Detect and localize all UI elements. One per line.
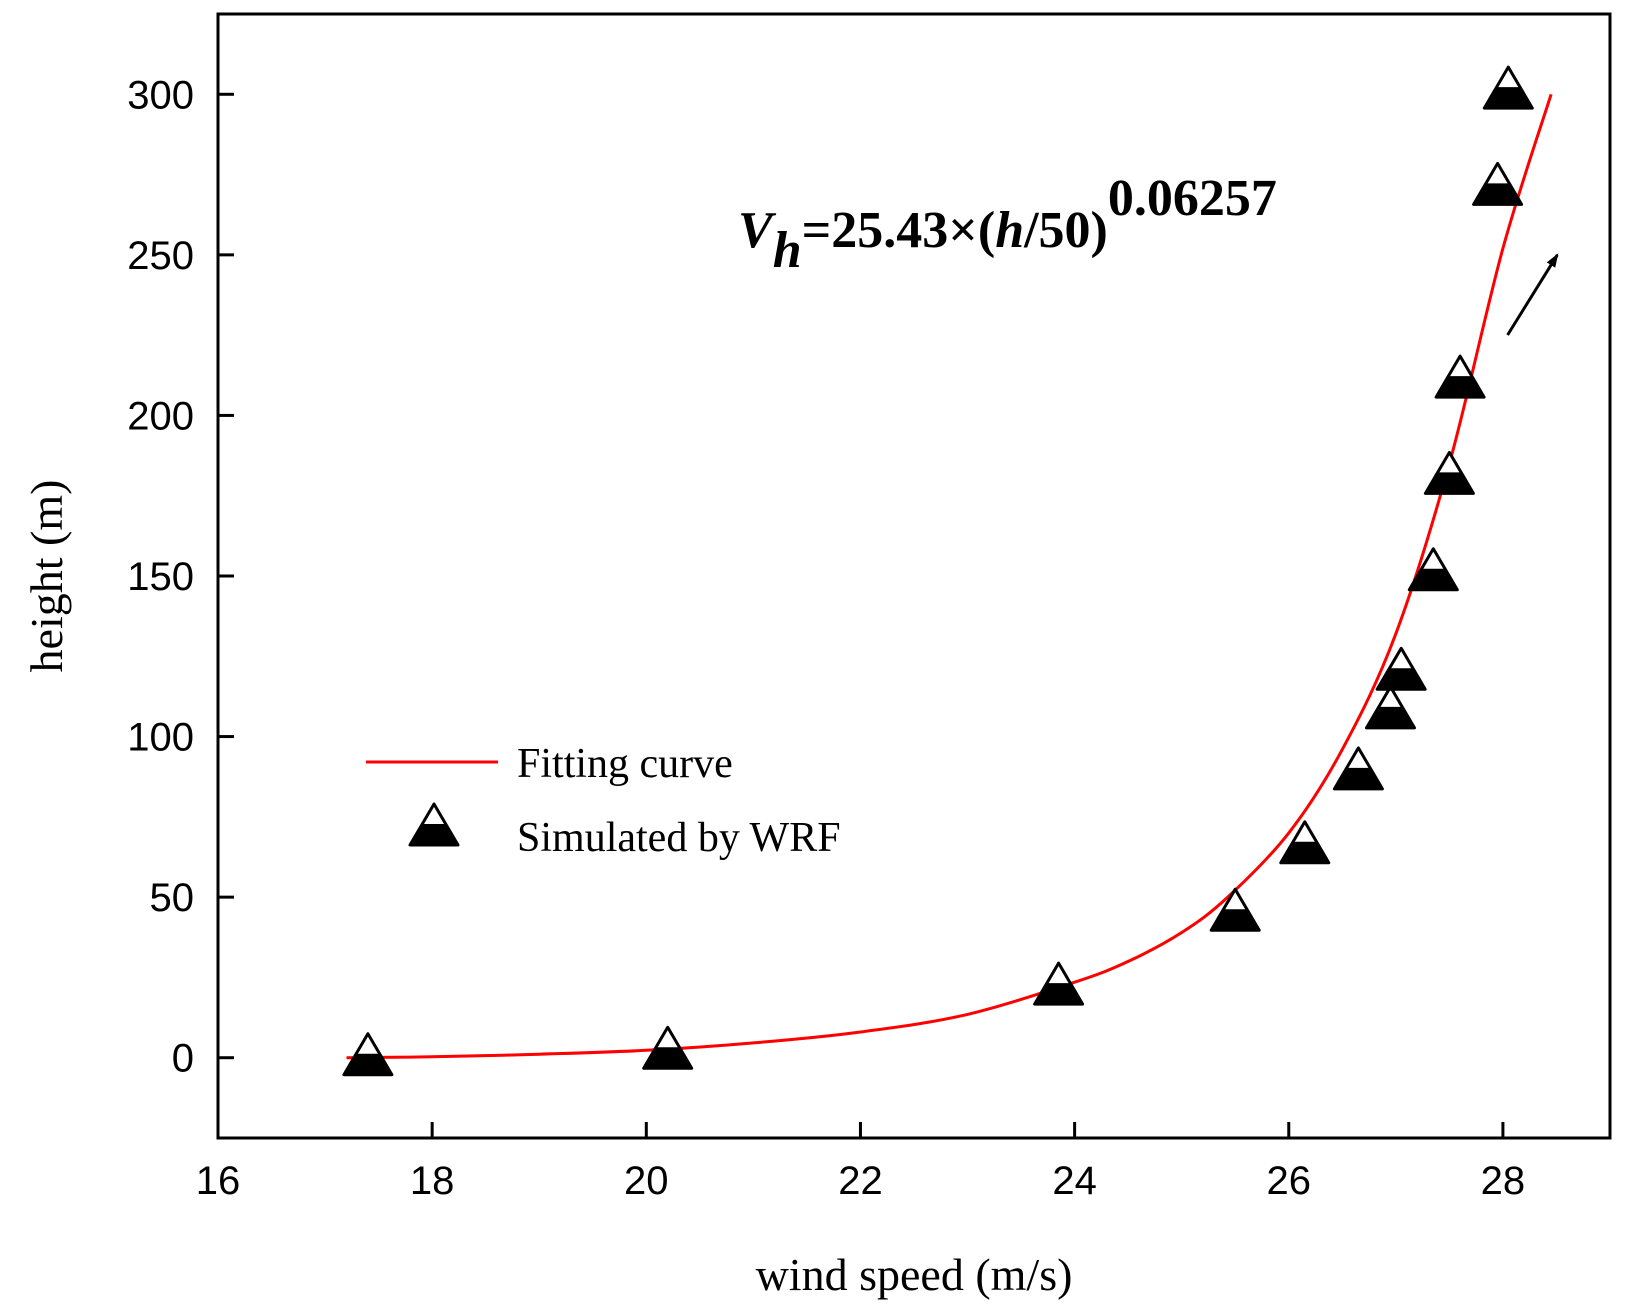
y-tick-label-200: 200 (127, 394, 194, 438)
x-axis-ticks: 16 18 20 22 24 26 28 (196, 1122, 1525, 1203)
wrf-point-5 (1332, 746, 1384, 791)
wrf-point-8 (1407, 547, 1459, 592)
x-tick-label-22: 22 (838, 1159, 883, 1203)
y-axis-ticks: 0 50 100 150 200 250 300 (127, 73, 234, 1081)
wrf-point-7 (1375, 646, 1427, 691)
y-tick-label-50: 50 (150, 876, 195, 920)
x-tick-label-16: 16 (196, 1159, 241, 1203)
y-tick-label-100: 100 (127, 716, 194, 760)
wrf-point-12 (1482, 65, 1534, 110)
x-tick-label-20: 20 (624, 1159, 669, 1203)
wrf-point-11 (1472, 161, 1524, 206)
y-tick-label-250: 250 (127, 234, 194, 278)
wrf-marker-layer (342, 65, 1534, 1077)
x-axis-title: wind speed (m/s) (756, 1249, 1073, 1300)
fit-equation: Vh=25.43×(h/50)0.06257 (738, 170, 1277, 279)
plot-frame (216, 12, 1612, 1140)
x-tick-label-26: 26 (1267, 1159, 1312, 1203)
wrf-point-3 (1209, 887, 1261, 932)
y-axis-title: height (m) (21, 480, 72, 673)
x-tick-label-28: 28 (1481, 1159, 1526, 1203)
equation-arrow (1506, 253, 1559, 336)
x-tick-label-18: 18 (410, 1159, 455, 1203)
y-tick-label-150: 150 (127, 555, 194, 599)
wrf-point-1 (642, 1025, 694, 1070)
legend: Fitting curve Simulated by WRF (366, 741, 841, 861)
legend-label-simulated-by-wrf: Simulated by WRF (517, 815, 841, 861)
y-tick-label-300: 300 (127, 73, 194, 117)
y-tick-label-0: 0 (172, 1037, 194, 1081)
wrf-point-9 (1423, 450, 1475, 495)
wrf-point-6 (1365, 685, 1416, 730)
legend-triangle-swatch (408, 802, 460, 847)
wrf-point-2 (1033, 961, 1085, 1006)
x-tick-label-24: 24 (1052, 1159, 1097, 1203)
wrf-point-10 (1434, 354, 1486, 399)
wrf-point-4 (1279, 820, 1331, 865)
legend-label-fitting-curve: Fitting curve (517, 741, 733, 787)
wrf-point-0 (342, 1032, 394, 1077)
